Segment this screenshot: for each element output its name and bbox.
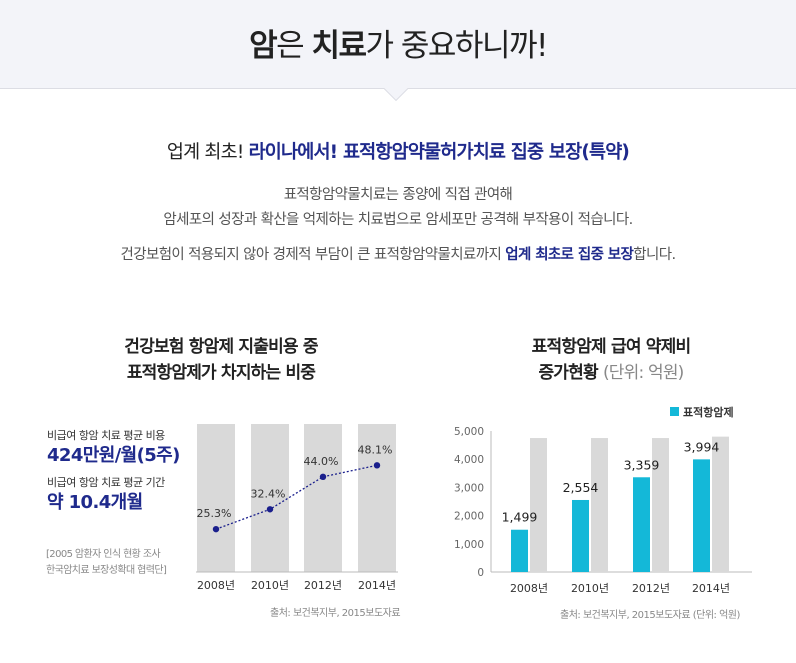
avg-cost-value: 424만원/월(5주)	[47, 445, 180, 466]
x-tick-label: 2010년	[251, 579, 289, 592]
x-tick-label: 2012년	[304, 579, 342, 592]
targeted-drug-bar	[633, 477, 650, 572]
footnote-line-1: [2005 암환자 인식 현황 조사	[46, 549, 161, 560]
right-chart-title-line-2: 증가현황 (단위: 억원)	[470, 360, 752, 386]
background-column-3	[358, 424, 396, 572]
legend-label: 표적항암제	[683, 405, 734, 419]
targeted-drug-bar	[572, 499, 589, 572]
right-chart-title-line-1: 표적항암제 급여 약제비	[531, 337, 691, 357]
background-column-2	[304, 424, 342, 572]
legend-swatch	[670, 407, 679, 416]
comparison-bar	[712, 436, 729, 572]
data-point	[373, 462, 381, 469]
y-tick-label: 5,000	[454, 426, 484, 438]
description-line-1: 표적항암약물치료는 종양에 직접 관여해	[283, 187, 513, 203]
y-tick-label: 0	[477, 567, 484, 579]
title-word-cancer: 암	[249, 28, 278, 64]
title-rest: 가 중요하니까!	[365, 28, 549, 64]
comparison-bar	[591, 438, 608, 572]
headline-highlight: 라이나에서! 표적항암약물허가치료 집중 보장(특약)	[248, 142, 630, 163]
value-label: 3,359	[624, 457, 660, 472]
value-label: 3,994	[684, 439, 720, 454]
x-tick-label: 2008년	[510, 582, 548, 595]
value-label: 1,499	[502, 510, 538, 525]
avg-duration-value: 약 10.4개월	[47, 492, 143, 513]
footnote-line-2: 한국암치료 보장성확대 협력단]	[46, 565, 167, 576]
x-tick-label: 2014년	[358, 579, 396, 592]
description-line-3-suffix: 합니다.	[633, 247, 676, 263]
title-word-treatment: 치료	[311, 28, 367, 64]
x-tick-label: 2010년	[571, 582, 609, 595]
y-tick-label: 1,000	[454, 539, 484, 551]
share-series-line	[215, 464, 378, 530]
right-chart-title-unit: (단위: 억원)	[602, 363, 684, 383]
x-tick-label: 2014년	[692, 582, 730, 595]
avg-cost-label: 비급여 항암 치료 평균 비용	[47, 429, 165, 442]
left-chart-source: 출처: 보건복지부, 2015보도자료	[270, 608, 401, 619]
headline: 업계 최초! 라이나에서! 표적항암약물허가치료 집중 보장(특약)	[0, 138, 796, 164]
description-line-2: 암세포의 성장과 확산을 억제하는 치료법으로 암세포만 공격해 부작용이 적습…	[163, 212, 633, 228]
x-tick-label: 2012년	[632, 582, 670, 595]
data-label: 25.3%	[197, 507, 232, 520]
data-point	[266, 506, 274, 513]
y-tick-label: 3,000	[454, 482, 484, 494]
background-column-0	[197, 424, 235, 572]
right-chart-title: 표적항암제 급여 약제비 증가현황 (단위: 억원)	[470, 334, 752, 386]
data-point	[319, 473, 327, 480]
value-label: 2,554	[563, 480, 599, 495]
left-chart-title: 건강보험 항암제 지출비용 중 표적항암제가 차지하는 비중	[80, 334, 362, 386]
avg-duration-label: 비급여 항암 치료 평균 기간	[47, 476, 165, 489]
targeted-drug-bar	[511, 529, 528, 572]
data-label: 44.0%	[304, 455, 339, 468]
data-label: 48.1%	[358, 443, 393, 456]
targeted-drug-bar	[693, 459, 710, 572]
headline-prefix: 업계 최초!	[166, 142, 249, 163]
background-column-1	[251, 424, 289, 572]
header-banner	[0, 0, 796, 89]
y-tick-label: 2,000	[454, 511, 484, 523]
title-particle: 은	[276, 28, 312, 64]
data-label: 32.4%	[251, 487, 286, 500]
data-point	[212, 525, 220, 533]
description-line-3-prefix: 건강보험이 적용되지 않아 경제적 부담이 큰 표적항암약물치료까지	[120, 247, 506, 263]
left-chart-title-line-1: 건강보험 항암제 지출비용 중	[124, 337, 318, 357]
right-chart-title-main: 증가현황	[538, 363, 603, 383]
description-line-3: 건강보험이 적용되지 않아 경제적 부담이 큰 표적항암약물치료까지 업계 최초…	[0, 243, 796, 264]
right-chart-source: 출처: 보건복지부, 2015보도자료 (단위: 억원)	[560, 610, 740, 621]
left-chart-title-line-2: 표적항암제가 차지하는 비중	[126, 363, 316, 383]
description-line-3-highlight: 업계 최초로 집중 보장	[505, 247, 634, 263]
x-tick-label: 2008년	[197, 579, 235, 592]
comparison-bar	[652, 438, 669, 572]
y-tick-label: 4,000	[454, 454, 484, 466]
banner-title: 암은 치료가 중요하니까!	[0, 20, 796, 65]
comparison-bar	[530, 438, 547, 572]
